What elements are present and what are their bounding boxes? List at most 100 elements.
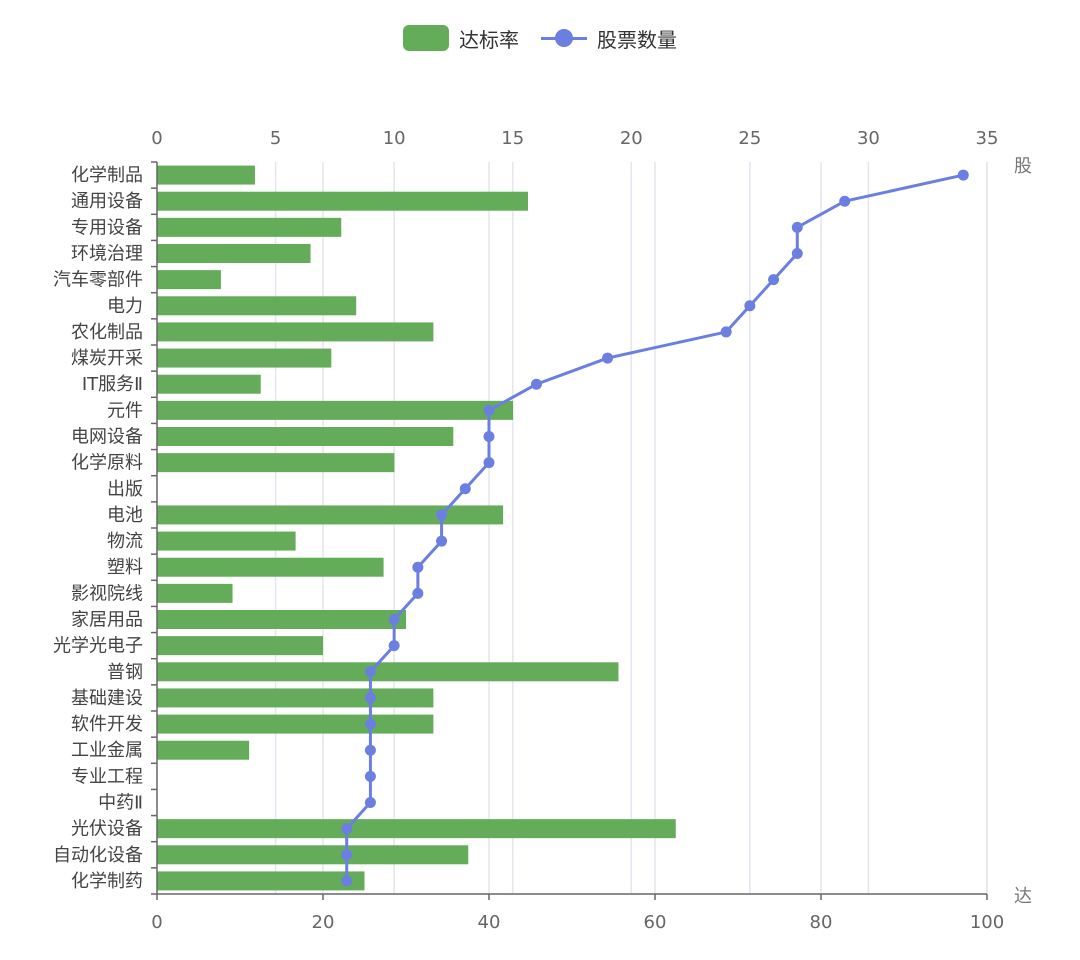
x-bottom-tick-label-20: 20 xyxy=(312,912,335,933)
category-label-5: 电力 xyxy=(107,296,143,317)
axes xyxy=(151,161,988,900)
bar-9 xyxy=(157,400,514,420)
category-label-17: 家居用品 xyxy=(71,610,143,631)
line-series xyxy=(341,169,969,887)
x-bottom-tick-label-80: 80 xyxy=(810,912,833,933)
line-point-6 xyxy=(720,326,732,338)
category-label-16: 影视院线 xyxy=(71,583,143,604)
bar-13 xyxy=(157,505,504,525)
x-top-tick-label-25: 25 xyxy=(738,128,761,149)
bar-7 xyxy=(157,348,332,368)
bar-17 xyxy=(157,610,406,629)
line-point-17 xyxy=(388,614,400,625)
line-point-21 xyxy=(364,718,376,730)
legend-bar-swatch xyxy=(403,25,449,51)
legend-label-pass-rate: 达标率 xyxy=(459,27,519,52)
category-label-25: 光伏设备 xyxy=(71,819,143,840)
line-point-8 xyxy=(530,378,542,390)
bar-5 xyxy=(157,296,357,316)
category-label-19: 普钢 xyxy=(107,662,143,683)
x-top-tick-label-35: 35 xyxy=(976,128,999,149)
category-label-22: 工业金属 xyxy=(71,740,143,761)
bar-15 xyxy=(157,557,384,577)
line-point-9 xyxy=(483,404,495,416)
category-label-21: 软件开发 xyxy=(71,714,143,735)
line-point-3 xyxy=(791,248,803,259)
category-label-11: 化学原料 xyxy=(71,453,143,474)
category-label-9: 元件 xyxy=(107,400,143,421)
x-bottom-tick-label-60: 60 xyxy=(644,912,667,933)
bar-3 xyxy=(157,244,311,263)
line-point-19 xyxy=(364,666,376,678)
category-label-24: 中药Ⅱ xyxy=(98,793,143,814)
bar-18 xyxy=(157,636,323,656)
x-top-tick-label-30: 30 xyxy=(857,128,880,149)
line-point-1 xyxy=(839,195,851,207)
right-axis-bottom-label: 达 xyxy=(1014,886,1032,907)
line-point-15 xyxy=(412,561,424,573)
x-top-tick-label-15: 15 xyxy=(501,128,524,149)
x-top-tick-label-5: 5 xyxy=(270,128,281,149)
grid-lines xyxy=(274,162,988,894)
line-point-14 xyxy=(436,535,448,547)
bar-11 xyxy=(157,453,395,473)
x-bottom-tick-label-0: 0 xyxy=(151,912,162,933)
bar-20 xyxy=(157,688,434,708)
line-point-24 xyxy=(364,797,376,808)
line-point-5 xyxy=(744,300,756,312)
line-point-10 xyxy=(483,431,495,442)
bar-22 xyxy=(157,740,250,760)
category-label-8: IT服务Ⅱ xyxy=(82,374,143,395)
category-label-26: 自动化设备 xyxy=(53,845,143,866)
line-point-0 xyxy=(957,169,969,181)
category-label-23: 专业工程 xyxy=(71,766,143,787)
category-label-7: 煤炭开采 xyxy=(71,348,143,369)
category-label-27: 化学制药 xyxy=(71,871,143,892)
category-label-2: 专用设备 xyxy=(71,217,143,238)
line-point-16 xyxy=(412,587,424,599)
category-label-6: 农化制品 xyxy=(71,322,143,343)
legend-line-dot xyxy=(555,29,573,47)
legend: 达标率 股票数量 xyxy=(0,22,1080,54)
x-top-tick-label-20: 20 xyxy=(620,128,643,149)
line-path xyxy=(345,173,964,881)
line-point-13 xyxy=(436,509,448,521)
bar-16 xyxy=(157,583,233,603)
bar-14 xyxy=(157,531,296,551)
category-label-12: 出版 xyxy=(107,479,143,500)
legend-item-pass-rate[interactable]: 达标率 xyxy=(403,24,519,53)
category-label-15: 塑料 xyxy=(107,557,143,578)
x-bottom-tick-label-100: 100 xyxy=(970,912,1004,933)
bar-19 xyxy=(157,662,619,682)
category-label-20: 基础建设 xyxy=(71,688,143,709)
bar-25 xyxy=(157,819,676,839)
line-point-12 xyxy=(459,483,471,495)
bar-4 xyxy=(157,270,221,290)
legend-item-stock-count[interactable]: 股票数量 xyxy=(541,24,677,53)
line-point-27 xyxy=(341,875,353,887)
bar-27 xyxy=(157,871,365,891)
line-point-4 xyxy=(768,274,780,286)
line-point-11 xyxy=(483,457,495,469)
bar-6 xyxy=(157,322,434,342)
legend-line-swatch xyxy=(541,25,587,51)
x-top-tick-label-0: 0 xyxy=(151,128,162,149)
category-label-1: 通用设备 xyxy=(71,191,143,212)
line-point-25 xyxy=(341,823,353,835)
legend-label-stock-count: 股票数量 xyxy=(597,27,677,52)
bar-21 xyxy=(157,714,434,734)
category-label-3: 环境治理 xyxy=(71,244,143,265)
bar-series xyxy=(157,165,676,891)
category-label-4: 汽车零部件 xyxy=(53,270,143,291)
line-point-26 xyxy=(341,849,353,861)
bar-1 xyxy=(157,191,529,211)
bar-0 xyxy=(157,165,255,185)
line-point-18 xyxy=(388,640,400,652)
bar-26 xyxy=(157,845,469,865)
category-label-0: 化学制品 xyxy=(71,165,143,186)
category-label-14: 物流 xyxy=(107,531,143,552)
x-bottom-tick-label-40: 40 xyxy=(478,912,501,933)
bar-10 xyxy=(157,427,454,446)
bar-2 xyxy=(157,217,342,237)
